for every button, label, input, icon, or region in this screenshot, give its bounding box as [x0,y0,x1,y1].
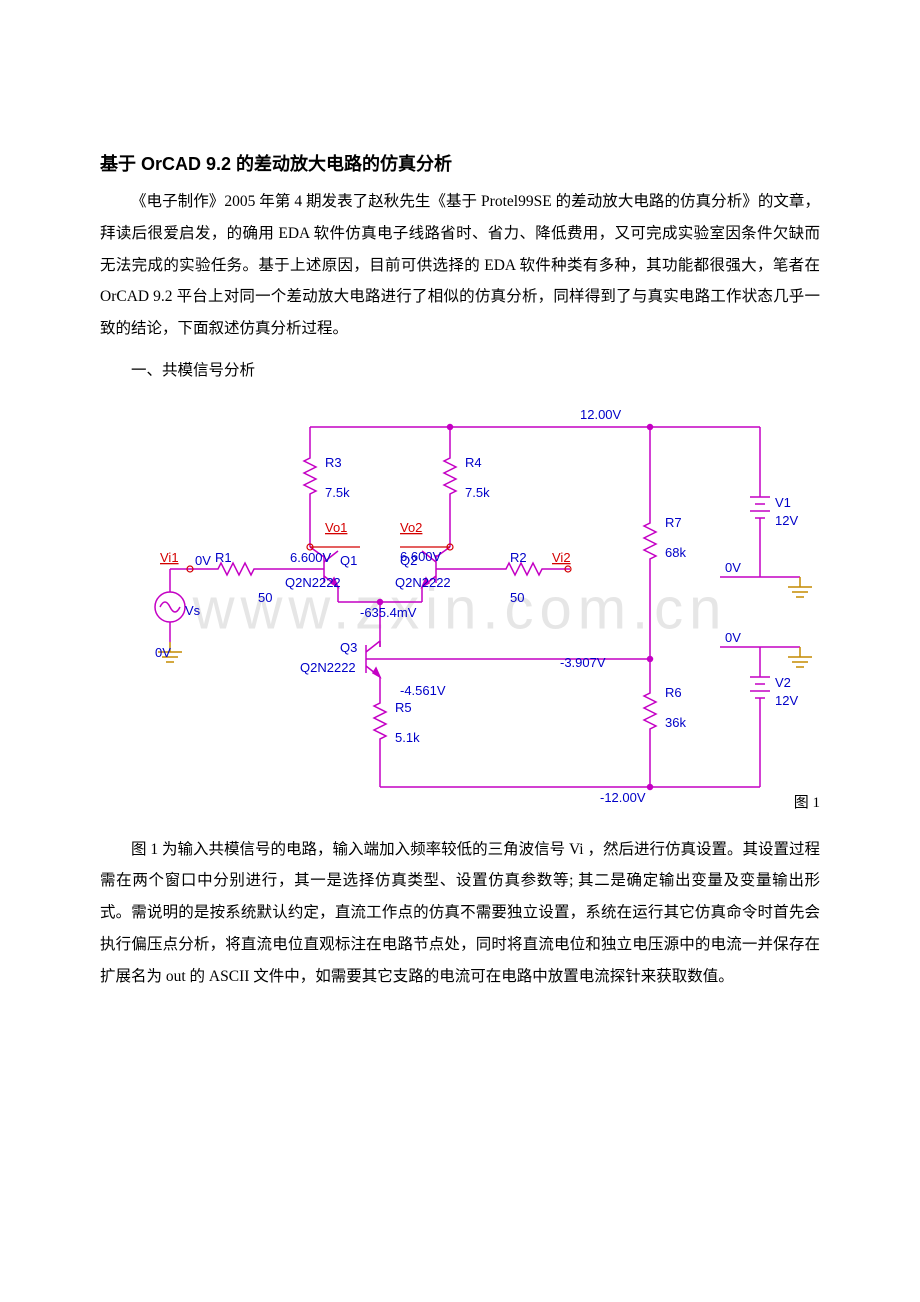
label-q2p: Q2N2222 [395,575,451,590]
label-r4v: 7.5k [465,485,490,500]
label-v1v: 12V [775,513,798,528]
label-top-rail: 12.00V [580,407,622,422]
circuit-schematic: 12.00V -12.00V R3 7.5k R4 7.5k R7 68k R6… [100,397,820,817]
label-r3: R3 [325,455,342,470]
label-6v6-r: 6.600V [400,549,442,564]
label-r7: R7 [665,515,682,530]
article-title: 基于 OrCAD 9.2 的差动放大电路的仿真分析 [100,150,820,176]
label-r6: R6 [665,685,682,700]
section-heading-1: 一、共模信号分析 [100,355,820,387]
label-q3: Q3 [340,640,357,655]
label-m4561: -4.561V [400,683,446,698]
label-vi2: Vi2 [552,550,571,565]
label-0v-g2: 0V [725,630,741,645]
label-r1v: 50 [258,590,272,605]
label-r6v: 36k [665,715,686,730]
label-r3v: 7.5k [325,485,350,500]
label-q1: Q1 [340,553,357,568]
label-v1: V1 [775,495,791,510]
label-v2v: 12V [775,693,798,708]
label-bot-rail: -12.00V [600,790,646,805]
label-q3p: Q2N2222 [300,660,356,675]
label-vo2: Vo2 [400,520,422,535]
paragraph-intro: 《电子制作》2005 年第 4 期发表了赵秋先生《基于 Protel99SE 的… [100,186,820,345]
figure-1: www.zxin.com.cn [100,397,820,822]
label-vs: Vs [185,603,201,618]
label-v2: V2 [775,675,791,690]
document-page: 基于 OrCAD 9.2 的差动放大电路的仿真分析 《电子制作》2005 年第 … [0,0,920,1302]
label-r5: R5 [395,700,412,715]
label-0v-l: 0V [195,553,211,568]
label-r2: R2 [510,550,527,565]
label-r5v: 5.1k [395,730,420,745]
label-6v6-l: 6.600V [290,550,332,565]
label-vi1: Vi1 [160,550,179,565]
label-r1: R1 [215,550,232,565]
label-r4: R4 [465,455,482,470]
label-m635: -635.4mV [360,605,417,620]
label-0v-g1: 0V [725,560,741,575]
label-m3907: -3.907V [560,655,606,670]
label-q1p: Q2N2222 [285,575,341,590]
paragraph-2: 图 1 为输入共模信号的电路，输入端加入频率较低的三角波信号 Vi ，然后进行仿… [100,834,820,993]
label-0v-g3: 0V [155,645,171,660]
label-r2v: 50 [510,590,524,605]
label-r7v: 68k [665,545,686,560]
label-vo1: Vo1 [325,520,347,535]
